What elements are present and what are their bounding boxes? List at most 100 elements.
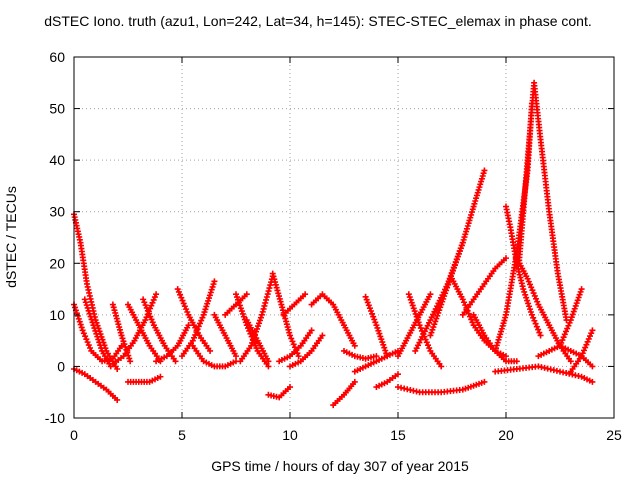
data-point (97, 342, 104, 349)
data-point (369, 310, 376, 317)
data-point (363, 296, 370, 303)
data-point (438, 301, 445, 308)
data-track-9 (140, 296, 179, 365)
data-point (121, 341, 128, 348)
data-track-10 (153, 322, 192, 365)
data-point (76, 318, 83, 325)
data-point (481, 167, 488, 174)
data-point (114, 396, 121, 403)
data-point (426, 345, 433, 352)
data-track-30 (395, 291, 434, 360)
data-point (370, 313, 377, 320)
data-point (527, 306, 533, 313)
data-track-1 (71, 211, 121, 373)
data-point (573, 300, 580, 307)
data-point (114, 366, 121, 373)
data-point (433, 315, 440, 322)
data-track-35 (395, 378, 488, 396)
data-point (75, 315, 82, 322)
data-point (503, 255, 509, 262)
data-point (435, 309, 442, 316)
data-track-4 (81, 296, 114, 370)
data-point (521, 288, 528, 295)
data-track-2 (71, 301, 125, 365)
data-track-24 (308, 291, 358, 349)
data-point (407, 296, 414, 303)
data-point (287, 384, 293, 391)
data-track-17 (237, 273, 276, 365)
data-point (86, 310, 93, 317)
data-point (254, 325, 261, 332)
data-point (569, 311, 576, 318)
data-point (263, 296, 270, 303)
grid (74, 57, 614, 418)
data-point (91, 325, 98, 332)
data-track-18 (243, 317, 272, 365)
data-point (185, 322, 192, 329)
data-point (87, 313, 94, 320)
data-point (308, 327, 315, 334)
x-tick-label: 10 (282, 427, 298, 443)
data-point (415, 319, 422, 326)
data-point (124, 349, 131, 356)
data-point (126, 355, 133, 362)
data-point (207, 347, 214, 354)
data-point (235, 299, 242, 306)
data-point (98, 345, 105, 352)
data-point (266, 285, 273, 292)
data-point (80, 330, 87, 337)
data-point (240, 313, 247, 320)
data-point (532, 320, 539, 327)
data-point (265, 358, 272, 365)
data-point (92, 327, 99, 334)
data-point (238, 308, 245, 315)
data-track-37 (470, 311, 520, 365)
y-tick-label: 10 (49, 307, 65, 323)
data-track-23 (287, 332, 326, 370)
data-point (520, 286, 527, 293)
x-tick-label: 25 (606, 427, 622, 443)
data-point (575, 294, 582, 301)
data-point (93, 330, 100, 337)
data-point (248, 342, 255, 349)
data-point (568, 314, 575, 321)
data-point (583, 341, 590, 348)
data-point (290, 341, 297, 348)
y-tick-label: 20 (49, 255, 65, 271)
data-point (77, 321, 84, 328)
data-point (249, 339, 256, 346)
data-point (429, 326, 436, 333)
data-point (411, 308, 418, 315)
data-point (524, 297, 531, 304)
data-track-45 (567, 327, 596, 375)
data-track-26 (341, 347, 380, 362)
data-point (527, 308, 534, 315)
data-point (371, 316, 378, 323)
data-track-band (494, 102, 533, 352)
data-point (261, 302, 268, 309)
data-point (265, 363, 272, 370)
data-point (234, 296, 241, 303)
data-point (257, 314, 264, 321)
data-point (571, 305, 578, 312)
plot-area (71, 79, 596, 409)
data-track-7 (125, 301, 164, 365)
data-point (83, 336, 90, 343)
data-point (153, 291, 160, 298)
data-point (84, 304, 91, 311)
data-point (376, 330, 383, 337)
data-point (522, 291, 529, 298)
axis-ticks: 0 5 10 15 20 25 -10 0 10 20 30 40 50 60 (45, 49, 622, 443)
data-point (530, 314, 537, 321)
data-point (237, 305, 244, 312)
data-track-27 (351, 347, 401, 375)
data-track-44 (557, 286, 585, 349)
data-point (118, 332, 125, 339)
plot-frame (73, 56, 615, 419)
data-point (260, 305, 267, 312)
data-point (233, 294, 240, 301)
data-point (533, 323, 540, 330)
data-point (302, 291, 309, 298)
data-point (559, 337, 566, 344)
